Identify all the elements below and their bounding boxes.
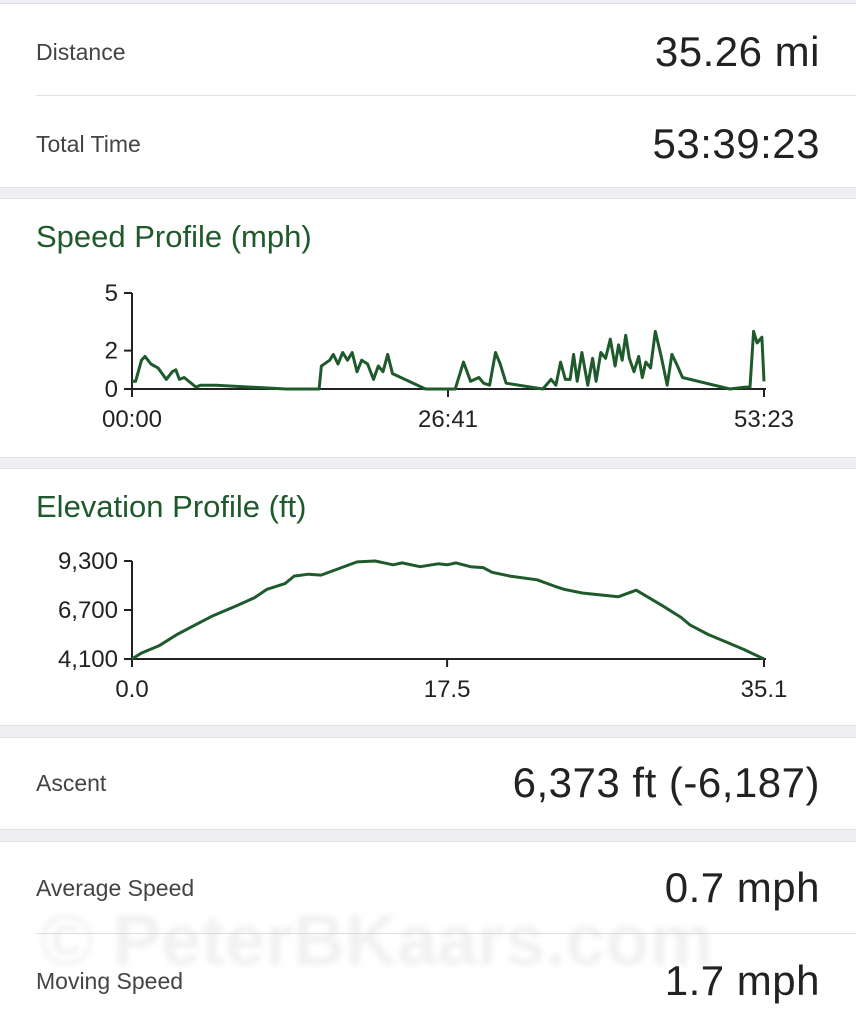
x-tick-label: 00:00 <box>102 406 162 433</box>
speed-chart-title: Speed Profile (mph) <box>36 219 312 254</box>
moving-speed-row: Moving Speed 1.7 mph <box>36 953 820 1009</box>
elevation-chart: 4,100 6,700 9,300 0.0 17.5 35.1 <box>58 548 788 703</box>
speed-series-line <box>132 329 766 391</box>
elevation-profile-card: Elevation Profile (ft) 4,100 6,700 9,300 0.… <box>0 469 856 725</box>
y-tick-label: 2 <box>105 338 118 365</box>
x-tick-label: 35.1 <box>741 676 788 703</box>
ascent-value: 6,373 ft (-6,187) <box>512 759 820 806</box>
moving-speed-label: Moving Speed <box>36 967 184 994</box>
elevation-series-line <box>131 559 765 661</box>
moving-speed-value: 1.7 mph <box>664 957 820 1004</box>
x-tick-label: 17.5 <box>424 676 471 703</box>
average-speed-label: Average Speed <box>36 874 195 901</box>
distance-value: 35.26 mi <box>654 28 820 75</box>
ascent-row: Ascent 6,373 ft (-6,187) <box>36 755 820 811</box>
ascent-label: Ascent <box>36 769 107 796</box>
y-tick-label: 9,300 <box>58 548 118 575</box>
x-tick-label: 26:41 <box>418 406 478 433</box>
average-speed-value: 0.7 mph <box>664 864 820 911</box>
speed-profile-card: Speed Profile (mph) 0 2 5 00:00 26:41 53:23 <box>0 199 856 457</box>
distance-row: Distance 35.26 mi <box>36 24 820 80</box>
speed-stats-card: Average Speed 0.7 mph Moving Speed 1.7 m… <box>0 842 856 1024</box>
y-tick-label: 6,700 <box>58 597 118 624</box>
y-tick-label: 5 <box>105 280 118 307</box>
speed-chart: 0 2 5 00:00 26:41 53:23 <box>102 280 794 433</box>
x-tick-label: 53:23 <box>734 406 794 433</box>
distance-label: Distance <box>36 38 126 65</box>
total-time-value: 53:39:23 <box>652 120 820 167</box>
divider <box>36 933 856 934</box>
total-time-label: Total Time <box>36 130 141 157</box>
y-tick-label: 0 <box>105 376 118 403</box>
average-speed-row: Average Speed 0.7 mph <box>36 860 820 916</box>
x-tick-label: 0.0 <box>115 676 148 703</box>
divider <box>36 95 856 96</box>
ascent-card: Ascent 6,373 ft (-6,187) <box>0 738 856 829</box>
elevation-chart-title: Elevation Profile (ft) <box>36 489 307 524</box>
summary-card-top: Distance 35.26 mi Total Time 53:39:23 <box>0 4 856 187</box>
y-tick-label: 4,100 <box>58 646 118 673</box>
total-time-row: Total Time 53:39:23 <box>36 116 820 172</box>
